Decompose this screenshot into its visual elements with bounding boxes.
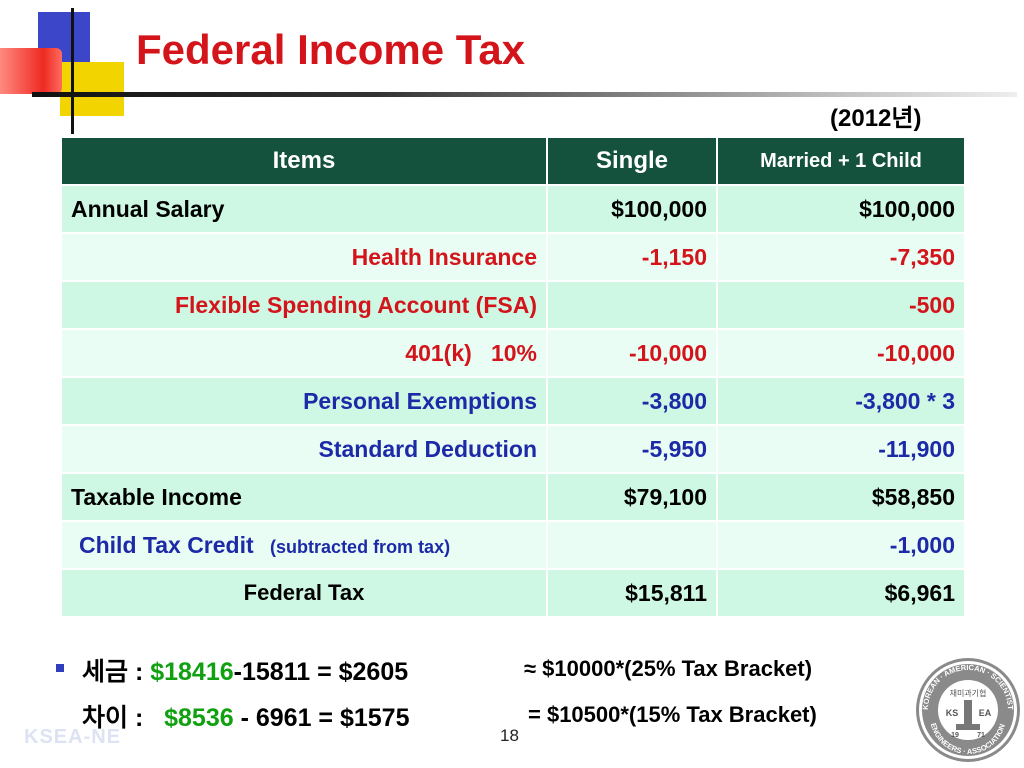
svg-text:EA: EA (979, 708, 992, 718)
summary-highlight: $18416 (150, 658, 234, 686)
bullet-icon (56, 664, 64, 672)
row-item: 401(k) 10% (60, 328, 548, 378)
header-married: Married + 1 Child (716, 136, 966, 186)
row-married: -3,800 * 3 (716, 376, 966, 426)
tax-table: Items Single Married + 1 Child Annual Sa… (60, 136, 966, 618)
row-single: -3,800 (546, 376, 718, 426)
bracket-note-15: = $10500*(15% Tax Bracket) (528, 702, 817, 727)
table-row: Personal Exemptions -3,800 -3,800 * 3 (60, 376, 966, 426)
row-item: Annual Salary (60, 184, 548, 234)
table-row: Federal Tax $15,811 $6,961 (60, 568, 966, 618)
svg-text:71: 71 (977, 732, 985, 739)
row-item: Flexible Spending Account (FSA) (60, 280, 548, 330)
table-row: 401(k) 10% -10,000 -10,000 (60, 328, 966, 378)
row-item-label: Child Tax Credit (79, 531, 254, 558)
row-single (546, 280, 718, 330)
row-single: -10,000 (546, 328, 718, 378)
table-row: Standard Deduction -5,950 -11,900 (60, 424, 966, 474)
svg-text:재미과기협: 재미과기협 (950, 688, 987, 698)
summary-line-tax: 세금 : $18416-15811 = $2605 (82, 652, 408, 688)
summary-rest: - 6961 = $1575 (233, 704, 410, 732)
table-row: Annual Salary $100,000 $100,000 (60, 184, 966, 234)
row-single: -1,150 (546, 232, 718, 282)
decor-yellow-square (60, 62, 124, 116)
decor-vertical-line (71, 8, 74, 134)
row-married: -1,000 (716, 520, 966, 570)
summary-line-difference: 차이 : $8536 - 6961 = $1575 (82, 698, 409, 734)
page-number: 18 (500, 726, 519, 745)
row-item: Standard Deduction (60, 424, 548, 474)
footer-brand: KSEA-NE (24, 726, 122, 748)
row-single: -5,950 (546, 424, 718, 474)
summary-highlight: $8536 (164, 704, 234, 732)
decor-title-underline (32, 92, 1017, 97)
row-married: -10,000 (716, 328, 966, 378)
summary-label: 세금 : (82, 658, 151, 686)
row-item: Health Insurance (60, 232, 548, 282)
row-married: $100,000 (716, 184, 966, 234)
row-married: -11,900 (716, 424, 966, 474)
row-single: $79,100 (546, 472, 718, 522)
summary-rest: -15811 = $2605 (233, 658, 409, 686)
ksea-seal-logo: KOREAN · AMERICAN · SCIENTISTS · AND ENG… (914, 656, 1020, 762)
row-married: $6,961 (716, 568, 966, 618)
bracket-note-25: ≈ $10000*(25% Tax Bracket) (524, 656, 813, 681)
header-single: Single (546, 136, 718, 186)
row-item: Federal Tax (60, 568, 548, 618)
year-label: (2012년) (830, 105, 922, 132)
slide-title: Federal Income Tax (136, 26, 526, 73)
row-item: Taxable Income (60, 472, 548, 522)
row-item: Personal Exemptions (60, 376, 548, 426)
row-single (546, 520, 718, 570)
table-row: Taxable Income $79,100 $58,850 (60, 472, 966, 522)
row-married: $58,850 (716, 472, 966, 522)
svg-text:KS: KS (946, 708, 959, 718)
svg-text:19: 19 (951, 732, 959, 739)
row-item-note: (subtracted from tax) (270, 536, 451, 557)
table-header-row: Items Single Married + 1 Child (60, 136, 966, 186)
row-single: $100,000 (546, 184, 718, 234)
table-row: Flexible Spending Account (FSA) -500 (60, 280, 966, 330)
header-items: Items (60, 136, 548, 186)
row-married: -500 (716, 280, 966, 330)
row-single: $15,811 (546, 568, 718, 618)
table-row: Child Tax Credit (subtracted from tax) -… (60, 520, 966, 570)
table-row: Health Insurance -1,150 -7,350 (60, 232, 966, 282)
row-married: -7,350 (716, 232, 966, 282)
decor-red-shape (0, 48, 62, 94)
row-item: Child Tax Credit (subtracted from tax) (60, 520, 548, 570)
summary-label: 차이 : (82, 704, 165, 732)
